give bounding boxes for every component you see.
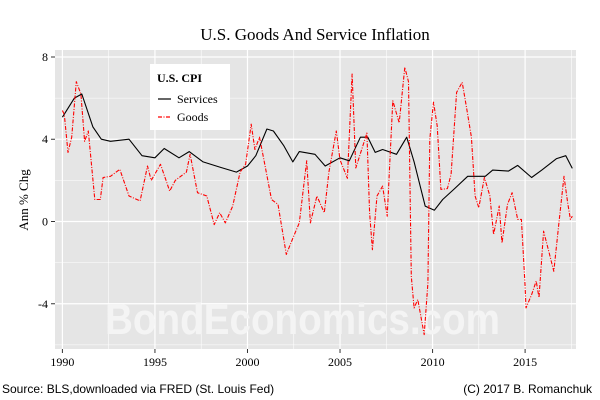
footer-source: Source: BLS,downloaded via FRED (St. Lou… — [2, 382, 274, 396]
y-tick-label: 0 — [42, 215, 48, 229]
x-tick-label: 2010 — [421, 355, 445, 369]
series-lines — [61, 66, 573, 336]
chart-title: U.S. Goods And Service Inflation — [200, 25, 430, 44]
legend-box — [150, 64, 230, 130]
series-line-goods — [61, 66, 573, 336]
y-axis-label: Ann % Chg — [16, 169, 31, 231]
x-tick-label: 2015 — [513, 355, 537, 369]
watermark: BondEconomics.com — [105, 295, 500, 344]
legend-label-goods: Goods — [177, 110, 209, 124]
x-tick-label: 1990 — [50, 355, 74, 369]
axes: -4 0 4 8 1990 1995 2000 2005 2010 2015 — [38, 50, 537, 369]
y-tick-label: 8 — [42, 50, 48, 64]
x-tick-label: 2005 — [328, 355, 352, 369]
y-tick-label: 4 — [42, 132, 48, 146]
footer-copyright: (C) 2017 B. Romanchuk — [463, 382, 593, 396]
series-line-services — [61, 93, 573, 211]
x-tick-label: 2000 — [235, 355, 259, 369]
x-tick-label: 1995 — [143, 355, 167, 369]
legend-label-services: Services — [177, 92, 218, 106]
y-tick-label: -4 — [38, 297, 48, 311]
legend-title: U.S. CPI — [157, 71, 202, 85]
legend: U.S. CPI Services Goods — [150, 64, 230, 130]
